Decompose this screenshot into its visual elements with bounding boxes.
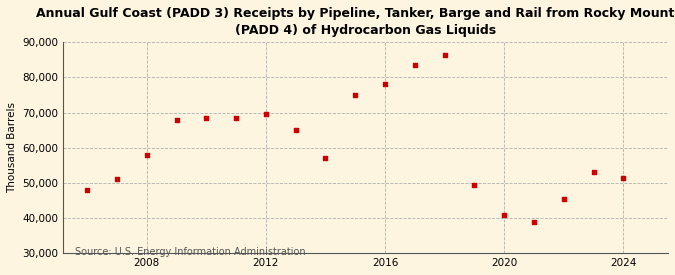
Point (410, 63, 421, 67)
Point (588, 170, 599, 175)
Point (82, 188, 92, 192)
Point (290, 128, 301, 132)
Point (618, 175, 629, 180)
Point (439, 52, 450, 57)
Point (469, 182, 480, 187)
Point (171, 117, 182, 122)
Point (350, 93, 360, 97)
Title: Annual Gulf Coast (PADD 3) Receipts by Pipeline, Tanker, Barge and Rail from Roc: Annual Gulf Coast (PADD 3) Receipts by P… (36, 7, 675, 37)
Point (201, 116, 212, 120)
Point (320, 156, 331, 161)
Point (529, 219, 539, 224)
Point (379, 82, 390, 87)
Point (141, 153, 152, 157)
Text: Source: U.S. Energy Information Administration: Source: U.S. Energy Information Administ… (76, 248, 306, 257)
Point (499, 212, 510, 217)
Point (111, 177, 122, 182)
Y-axis label: Thousand Barrels: Thousand Barrels (7, 102, 17, 193)
Point (231, 116, 242, 120)
Point (558, 197, 569, 201)
Point (261, 112, 271, 117)
